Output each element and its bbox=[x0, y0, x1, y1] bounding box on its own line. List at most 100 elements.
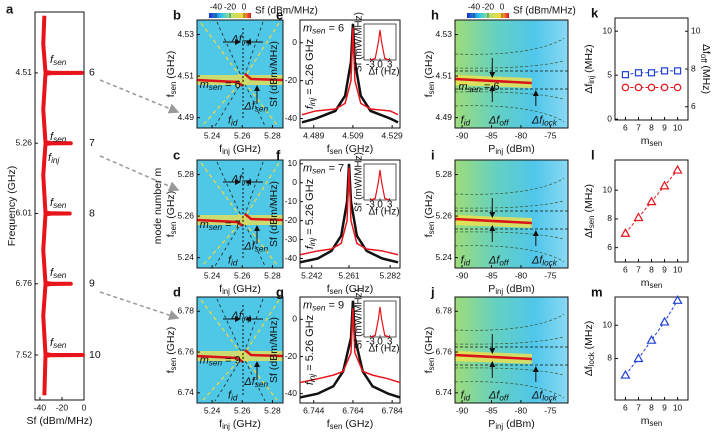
contour-dash bbox=[454, 91, 565, 100]
annotation-part: m bbox=[303, 23, 312, 35]
x-tick-label: 4.489 bbox=[303, 130, 325, 140]
x-axis-label-part: f bbox=[219, 143, 222, 155]
x-axis-label-part: inj bbox=[495, 287, 503, 296]
y-axis-label-part: f bbox=[165, 370, 177, 373]
inset-frame bbox=[363, 23, 397, 61]
x-axis-label-part: (dBm) bbox=[503, 283, 535, 295]
inset-line bbox=[370, 306, 390, 338]
plot-frame bbox=[299, 19, 401, 129]
y-axis-label: fsen (GHz) bbox=[165, 327, 178, 374]
x-axis-label-part: sen bbox=[650, 281, 663, 290]
y-tick-label: 10 bbox=[603, 184, 613, 194]
x-axis-label-part: (dBm) bbox=[503, 418, 535, 430]
y-axis-label-part: Δf bbox=[583, 228, 595, 238]
contour-dash bbox=[454, 178, 565, 195]
panel-label: i bbox=[431, 147, 435, 162]
panel-label: g bbox=[276, 284, 284, 299]
y-tick-label: -40 bbox=[285, 388, 298, 398]
x-axis-label: fsen (GHz) bbox=[327, 283, 374, 296]
y-axis-label: Sf (dBm/MHz) bbox=[268, 317, 280, 383]
panel-label: d bbox=[173, 284, 181, 299]
annotation-part: inj bbox=[242, 314, 251, 323]
y-axis-label-part: (GHz) bbox=[165, 191, 177, 222]
x-axis-label-part: f bbox=[219, 418, 222, 430]
annotation-part: inj bbox=[308, 237, 317, 246]
x-axis-label-part: sen bbox=[330, 422, 343, 431]
y2-tick-label: 6 bbox=[691, 101, 696, 111]
annotation-part: f bbox=[461, 114, 465, 126]
plot-frame bbox=[454, 296, 569, 404]
annotation-part: sen bbox=[468, 85, 482, 94]
inset-tick-label: 3 bbox=[387, 337, 393, 348]
y2-axis-label-part: Δf bbox=[700, 44, 712, 54]
annotation-part: f bbox=[228, 254, 232, 266]
plot-frame bbox=[454, 19, 569, 129]
inset-tick-label: 0 bbox=[377, 200, 383, 211]
x-tick-label: 5.24 bbox=[204, 130, 221, 140]
spectrum-line bbox=[299, 300, 401, 399]
annotation-part: f bbox=[304, 245, 316, 249]
annotation: fid bbox=[461, 389, 471, 402]
y2-tick-label: 10 bbox=[691, 25, 701, 35]
x-tick-label: 5.28 bbox=[264, 130, 281, 140]
annotation: finj = 5.26 GHz bbox=[304, 39, 317, 109]
inset-line bbox=[370, 29, 390, 61]
x-axis-label: fsen (GHz) bbox=[327, 143, 374, 156]
y-axis-label: fsen (GHz) bbox=[165, 51, 178, 98]
y-axis-label-part: sen bbox=[427, 82, 436, 95]
x-axis-label-part: inj bbox=[495, 422, 503, 431]
annotation: Δfinj bbox=[230, 33, 251, 46]
annotation-part: f bbox=[50, 267, 54, 279]
annotation-part: id bbox=[231, 119, 238, 128]
mode-axis-label: mode number m bbox=[152, 168, 164, 245]
annotation-part: f bbox=[461, 389, 465, 401]
colorbar-label: Sf (dBm/MHz) bbox=[255, 6, 318, 17]
x-axis-label: fsen (GHz) bbox=[327, 418, 374, 431]
panel-label: l bbox=[591, 147, 595, 162]
annotation-part: sen bbox=[312, 304, 326, 313]
x-tick-label: 9 bbox=[662, 122, 667, 132]
x-axis-label-part: P bbox=[488, 143, 495, 155]
mode-number: 6 bbox=[89, 67, 95, 79]
annotation-part: sen bbox=[53, 201, 67, 210]
annotation-part: inj bbox=[51, 156, 60, 165]
y-tick-label: 0 bbox=[292, 177, 297, 187]
inset-tick-label: -3 bbox=[366, 60, 375, 71]
inset-tick-label: -3 bbox=[366, 200, 375, 211]
y-axis-label-part: sen bbox=[169, 222, 178, 235]
y-tick-label: -40 bbox=[285, 113, 298, 123]
heatmap-field bbox=[455, 297, 568, 403]
heatmap-field bbox=[455, 20, 568, 128]
inset-x-label: Δf (Hz) bbox=[368, 344, 399, 355]
y-tick-label: 5 bbox=[607, 69, 612, 79]
inset-frame bbox=[363, 163, 397, 201]
x-axis-label-part: f bbox=[327, 418, 330, 430]
colorbar-tick-label: -20 bbox=[224, 1, 237, 11]
annotation: finj = 5.26 GHz bbox=[304, 179, 317, 249]
x-tick-label: 6 bbox=[623, 264, 628, 274]
annotation: Δfoff bbox=[488, 114, 509, 127]
annotation: fid bbox=[228, 114, 238, 127]
y-tick-label: 10 bbox=[603, 25, 613, 35]
y-axis-label-part: f bbox=[165, 234, 177, 237]
y-axis-label-part: (GHz) bbox=[423, 327, 435, 358]
x-axis-label-part: m bbox=[641, 415, 650, 427]
y-tick-label: 5.26 bbox=[177, 210, 194, 220]
x-tick-label: 5.242 bbox=[301, 270, 323, 280]
x-tick-label: 6.744 bbox=[303, 405, 325, 415]
x-tick-label: 5.26 bbox=[234, 270, 251, 280]
mode-number: 9 bbox=[89, 278, 95, 290]
x-axis-label: Pinj (dBm) bbox=[488, 418, 534, 431]
spectrum-line bbox=[299, 167, 399, 256]
annotation-part: Δf bbox=[230, 173, 242, 185]
point bbox=[620, 228, 631, 237]
point bbox=[647, 83, 656, 92]
point bbox=[634, 83, 643, 92]
x-tick-label: 5.261 bbox=[338, 270, 360, 280]
annotation-part: = 6 bbox=[481, 81, 500, 93]
y-axis-label: Δfsen (MHz) bbox=[583, 184, 596, 238]
link-arrow bbox=[99, 79, 180, 114]
x-axis-label: Pinj (dBm) bbox=[488, 283, 534, 296]
plot-frame bbox=[196, 159, 284, 269]
annotation-part: id bbox=[464, 394, 471, 403]
